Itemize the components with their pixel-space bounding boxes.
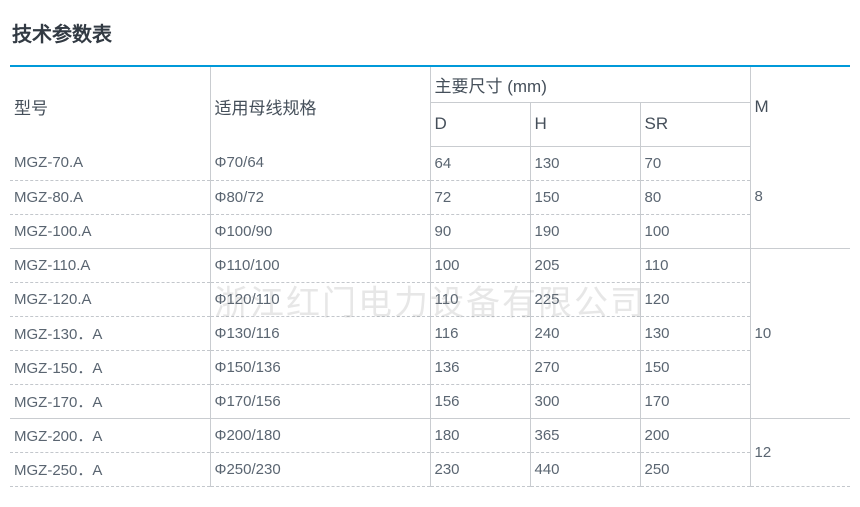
table-row: MGZ-100.AΦ100/9090190100 xyxy=(10,214,850,248)
th-sr: SR xyxy=(640,102,750,146)
cell-model: MGZ-110.A xyxy=(10,248,210,282)
cell-spec: Φ120/110 xyxy=(210,282,430,316)
cell-spec: Φ150/136 xyxy=(210,350,430,384)
table-row: MGZ-250．AΦ250/230230440250 xyxy=(10,452,850,486)
cell-h: 150 xyxy=(530,180,640,214)
cell-sr: 130 xyxy=(640,316,750,350)
cell-model: MGZ-250．A xyxy=(10,452,210,486)
cell-d: 156 xyxy=(430,384,530,418)
spec-table-body: MGZ-70.AΦ70/6464130708MGZ-80.AΦ80/727215… xyxy=(10,146,850,486)
cell-h: 240 xyxy=(530,316,640,350)
cell-d: 180 xyxy=(430,418,530,452)
cell-model: MGZ-100.A xyxy=(10,214,210,248)
cell-sr: 80 xyxy=(640,180,750,214)
cell-spec: Φ200/180 xyxy=(210,418,430,452)
cell-h: 130 xyxy=(530,146,640,180)
table-row: MGZ-80.AΦ80/727215080 xyxy=(10,180,850,214)
cell-sr: 170 xyxy=(640,384,750,418)
table-row: MGZ-120.AΦ120/110110225120 xyxy=(10,282,850,316)
cell-sr: 150 xyxy=(640,350,750,384)
spec-table-container: 技术参数表 型号 适用母线规格 主要尺寸 (mm) M D H SR MGZ-7… xyxy=(0,0,860,497)
cell-spec: Φ70/64 xyxy=(210,146,430,180)
cell-model: MGZ-200．A xyxy=(10,418,210,452)
cell-model: MGZ-130．A xyxy=(10,316,210,350)
cell-d: 90 xyxy=(430,214,530,248)
cell-d: 72 xyxy=(430,180,530,214)
cell-spec: Φ250/230 xyxy=(210,452,430,486)
cell-m: 12 xyxy=(750,418,850,486)
cell-d: 136 xyxy=(430,350,530,384)
th-spec: 适用母线规格 xyxy=(210,66,430,146)
th-d: D xyxy=(430,102,530,146)
cell-d: 116 xyxy=(430,316,530,350)
cell-model: MGZ-70.A xyxy=(10,146,210,180)
cell-sr: 120 xyxy=(640,282,750,316)
spec-table: 型号 适用母线规格 主要尺寸 (mm) M D H SR MGZ-70.AΦ70… xyxy=(10,65,850,487)
cell-model: MGZ-120.A xyxy=(10,282,210,316)
page-title: 技术参数表 xyxy=(12,18,850,47)
cell-model: MGZ-150．A xyxy=(10,350,210,384)
cell-spec: Φ170/156 xyxy=(210,384,430,418)
cell-sr: 200 xyxy=(640,418,750,452)
cell-h: 225 xyxy=(530,282,640,316)
cell-d: 110 xyxy=(430,282,530,316)
cell-h: 190 xyxy=(530,214,640,248)
table-row: MGZ-70.AΦ70/6464130708 xyxy=(10,146,850,180)
table-row: MGZ-200．AΦ200/18018036520012 xyxy=(10,418,850,452)
cell-model: MGZ-170．A xyxy=(10,384,210,418)
cell-sr: 110 xyxy=(640,248,750,282)
table-row: MGZ-170．AΦ170/156156300170 xyxy=(10,384,850,418)
th-dims-group: 主要尺寸 (mm) xyxy=(430,66,750,102)
cell-h: 440 xyxy=(530,452,640,486)
cell-m: 10 xyxy=(750,248,850,418)
table-row: MGZ-150．AΦ150/136136270150 xyxy=(10,350,850,384)
cell-d: 230 xyxy=(430,452,530,486)
cell-h: 300 xyxy=(530,384,640,418)
table-row: MGZ-130．AΦ130/116116240130 xyxy=(10,316,850,350)
cell-spec: Φ110/100 xyxy=(210,248,430,282)
th-h: H xyxy=(530,102,640,146)
cell-h: 365 xyxy=(530,418,640,452)
cell-sr: 70 xyxy=(640,146,750,180)
cell-spec: Φ100/90 xyxy=(210,214,430,248)
cell-h: 205 xyxy=(530,248,640,282)
cell-d: 64 xyxy=(430,146,530,180)
cell-sr: 250 xyxy=(640,452,750,486)
th-m: M xyxy=(750,66,850,146)
cell-sr: 100 xyxy=(640,214,750,248)
cell-h: 270 xyxy=(530,350,640,384)
cell-spec: Φ80/72 xyxy=(210,180,430,214)
cell-model: MGZ-80.A xyxy=(10,180,210,214)
cell-m: 8 xyxy=(750,146,850,248)
cell-d: 100 xyxy=(430,248,530,282)
cell-spec: Φ130/116 xyxy=(210,316,430,350)
th-model: 型号 xyxy=(10,66,210,146)
table-row: MGZ-110.AΦ110/10010020511010 xyxy=(10,248,850,282)
